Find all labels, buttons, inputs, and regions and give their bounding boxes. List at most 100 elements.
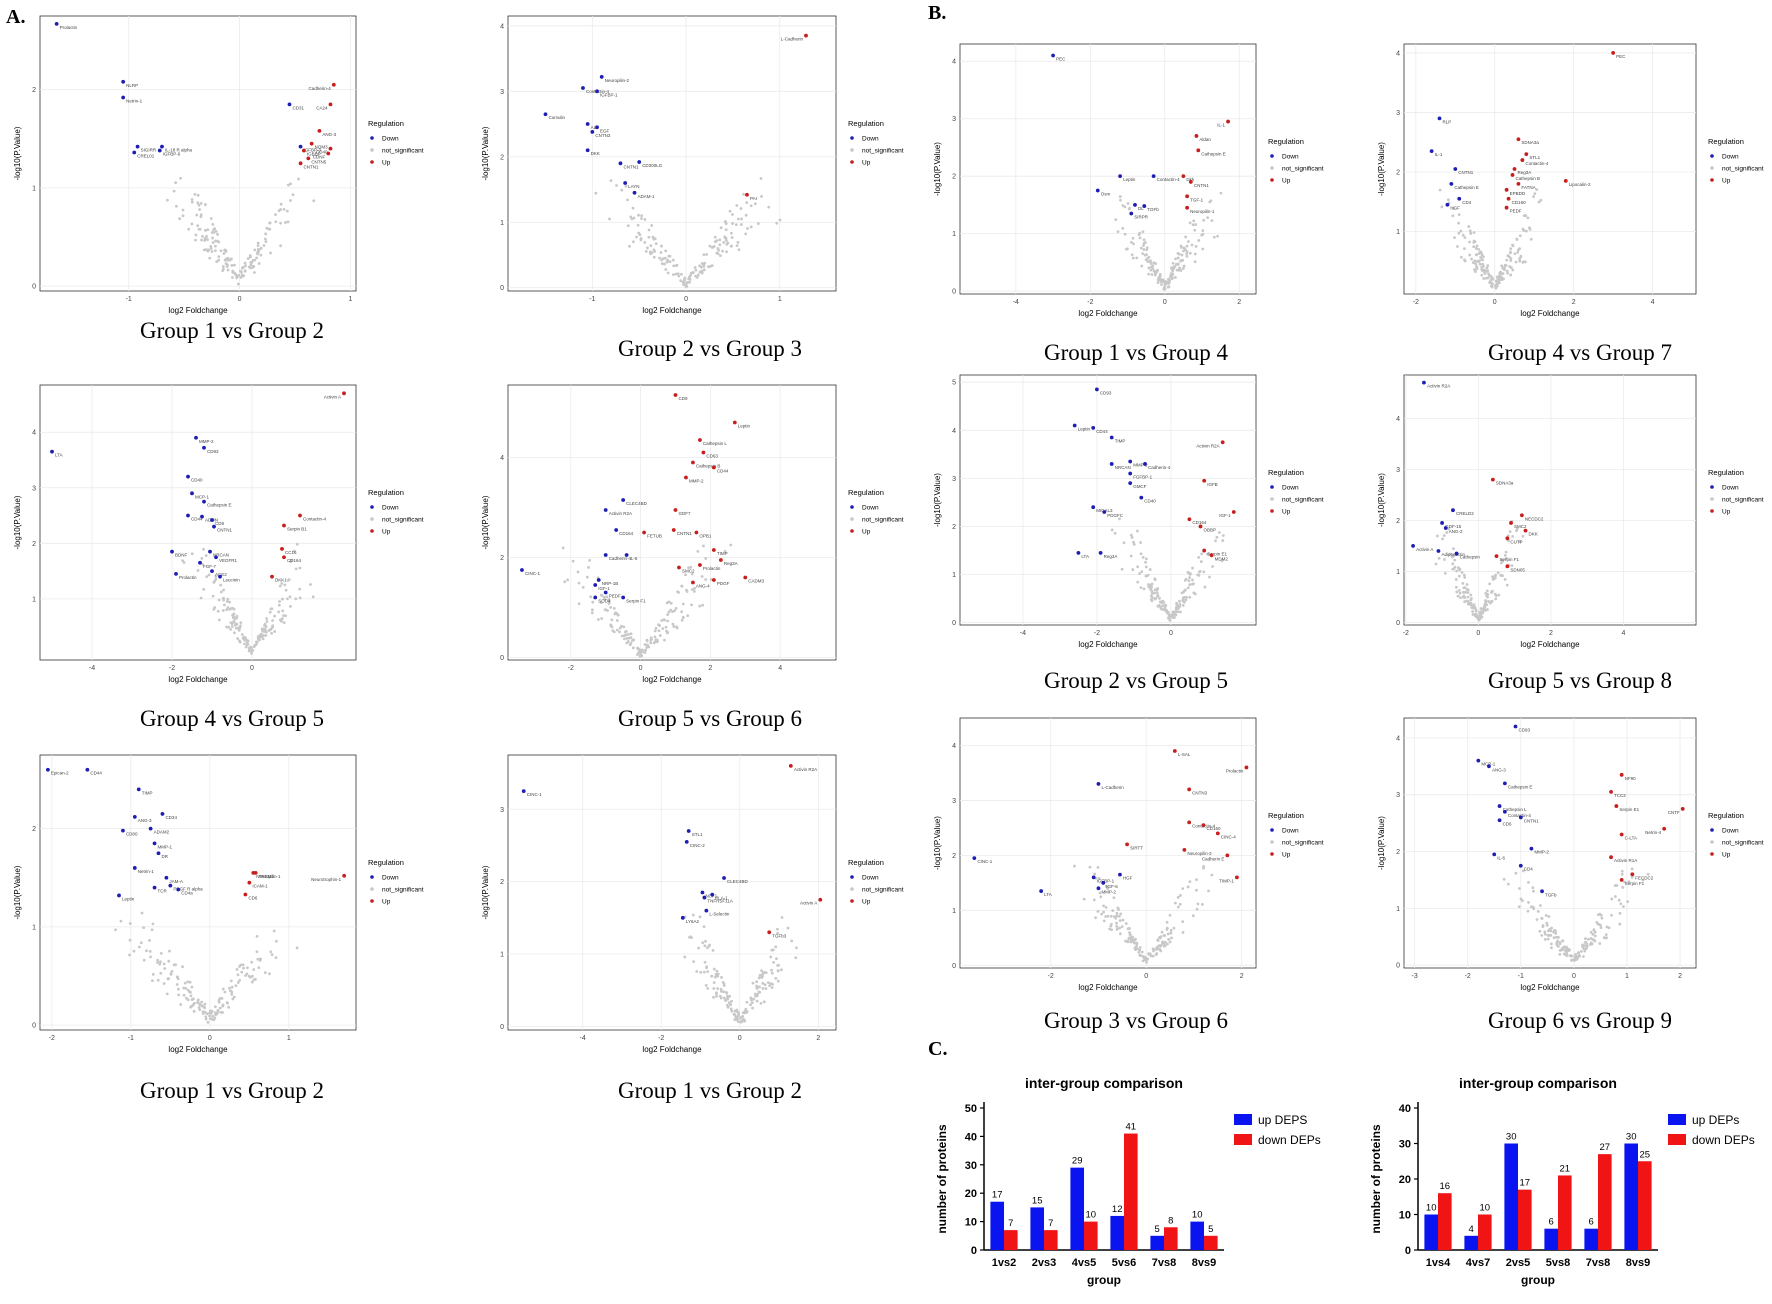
ns-point <box>1531 905 1535 909</box>
ns-point <box>638 648 641 652</box>
ns-point <box>1509 251 1512 255</box>
y-tick-label: 3 <box>500 807 504 814</box>
ns-point <box>665 260 669 264</box>
ns-point <box>1505 258 1509 262</box>
point-up <box>1609 789 1613 794</box>
ns-point <box>667 600 671 604</box>
ns-point <box>622 637 626 641</box>
point-label: PDGFC <box>1107 513 1124 518</box>
ns-point <box>1180 591 1184 595</box>
ns-point <box>654 626 658 630</box>
x-axis-title: log2 Foldchange <box>642 1045 702 1054</box>
point-down <box>603 590 608 595</box>
ns-point <box>175 983 179 986</box>
point-label: Activin R2A <box>1196 443 1219 448</box>
ns-point <box>1469 601 1473 605</box>
x-tick-label: 5vs8 <box>1546 1257 1570 1269</box>
ns-point <box>229 621 233 625</box>
ns-point <box>635 235 638 239</box>
ns-point <box>790 939 794 943</box>
y-axis-title: -log10(P.Value) <box>1377 142 1386 196</box>
ns-point <box>280 619 283 623</box>
plot-caption: Group 3 vs Group 6 <box>1044 1008 1228 1033</box>
ns-point <box>238 978 242 982</box>
ns-point <box>711 948 715 952</box>
point-label: NECDC2 <box>1525 516 1544 521</box>
ns-point <box>281 609 285 613</box>
point-label: GDF7 <box>678 511 690 516</box>
x-tick-label: 2vs3 <box>1032 1257 1056 1269</box>
point-up <box>317 129 322 133</box>
point-label: SMC2 <box>1514 524 1527 529</box>
ns-point <box>1533 192 1537 196</box>
ns-point <box>1197 239 1201 242</box>
ns-point <box>1118 926 1122 930</box>
ns-point <box>271 625 275 629</box>
ns-point <box>204 554 208 558</box>
ns-point <box>602 595 606 599</box>
ns-point <box>610 618 614 622</box>
ns-point <box>1501 272 1505 275</box>
bar-up <box>1424 1214 1438 1250</box>
point-down <box>581 86 585 90</box>
y-tick-label: 0 <box>1405 1245 1411 1257</box>
y-tick-label: 4 <box>952 59 956 66</box>
ns-point <box>159 960 162 964</box>
ns-point <box>1119 912 1123 916</box>
bar-down <box>1164 1227 1178 1250</box>
point-label: DKK1 <box>275 578 287 583</box>
ns-point <box>1461 233 1465 237</box>
ns-point <box>609 606 613 609</box>
ns-point <box>720 976 723 979</box>
ns-point <box>653 635 657 639</box>
point-label: Prolactin <box>1226 768 1244 773</box>
point-label: NRCAN <box>1115 465 1131 470</box>
ns-point <box>724 228 728 232</box>
ns-point <box>1484 276 1488 280</box>
point-label: Cadherin-4 <box>609 556 632 561</box>
ns-point <box>178 217 182 221</box>
y-tick-label: 4 <box>952 743 956 750</box>
ns-point <box>1156 281 1160 285</box>
ns-point <box>663 638 666 642</box>
ns-point <box>683 955 687 959</box>
ns-point <box>1527 880 1530 884</box>
point-down <box>1453 167 1458 171</box>
ns-point <box>1558 952 1562 956</box>
point-label: CD80 <box>126 832 138 837</box>
ns-point <box>631 646 635 650</box>
ns-point <box>253 643 257 647</box>
ns-point <box>589 595 593 599</box>
legend-marker-down <box>1270 154 1274 158</box>
point-up <box>1194 134 1199 138</box>
legend-marker-down <box>850 875 854 879</box>
ns-point <box>1453 236 1456 240</box>
ns-point <box>1556 944 1559 948</box>
ns-point <box>256 244 260 248</box>
ns-point <box>270 953 274 957</box>
ns-point <box>636 646 639 650</box>
point-label: Neuropilin-2 <box>1187 851 1212 856</box>
point-label: Leucinin <box>223 578 240 583</box>
point-up <box>331 82 336 87</box>
ns-point <box>1480 273 1484 277</box>
point-label: PEDF <box>1510 209 1522 214</box>
ns-point <box>1155 591 1159 595</box>
y-axis-title: -log10(P.Value) <box>481 865 490 919</box>
point-label: MMP-2 <box>689 479 704 484</box>
ns-point <box>1489 281 1493 285</box>
point-label: CNTN1 <box>304 164 319 169</box>
ns-point <box>657 629 661 633</box>
ns-point <box>218 618 221 622</box>
ns-point <box>718 254 722 258</box>
ns-point <box>683 276 687 280</box>
bar-down <box>1044 1230 1058 1250</box>
ns-point <box>1440 205 1444 209</box>
ns-point <box>1152 949 1155 953</box>
bar-value-label: 8 <box>1168 1215 1173 1226</box>
ns-point <box>695 970 699 973</box>
ns-point <box>256 957 260 961</box>
